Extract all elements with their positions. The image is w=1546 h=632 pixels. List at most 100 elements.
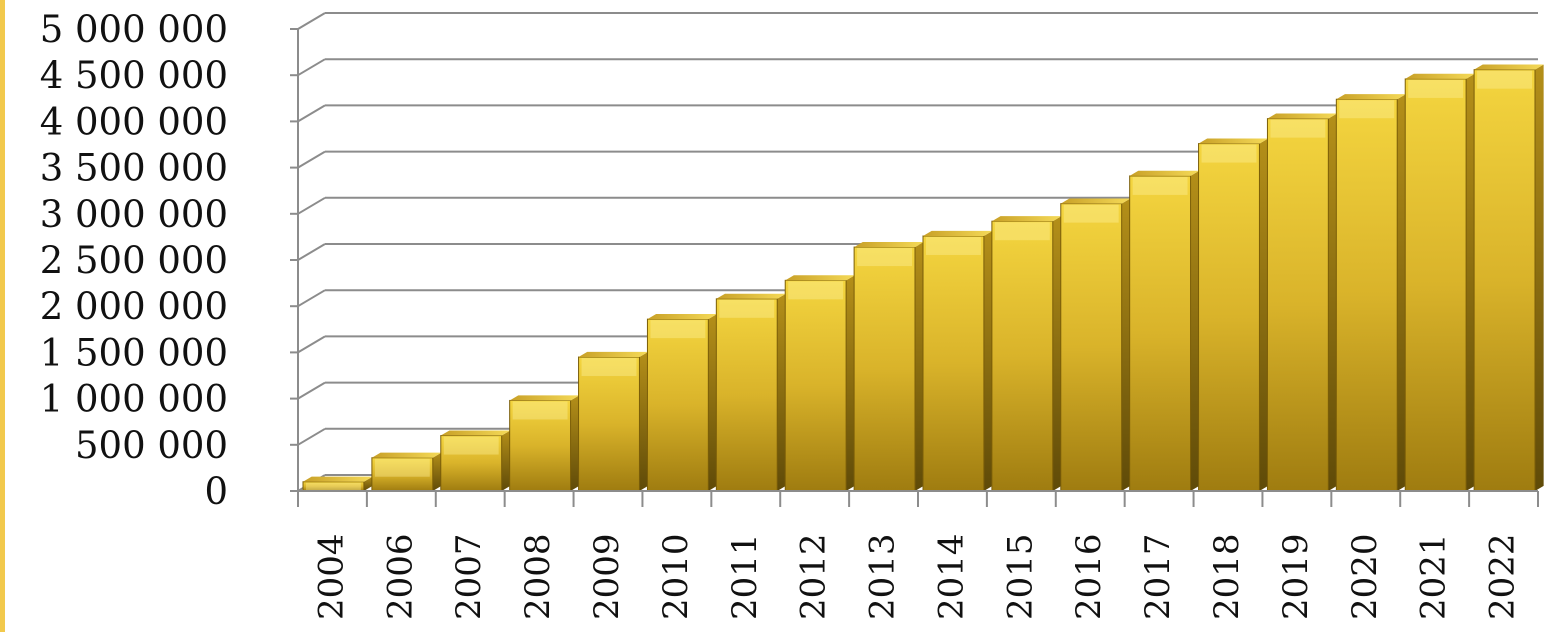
bar-2012	[784, 275, 855, 492]
x-tick-label: 2022	[1483, 533, 1523, 620]
bar-side	[915, 241, 924, 491]
bar-front	[1266, 118, 1329, 492]
bar-highlight	[788, 281, 844, 300]
bar-top	[716, 293, 786, 299]
bar-side	[363, 476, 373, 491]
bar-2011	[715, 293, 786, 492]
bar-front	[853, 246, 916, 492]
bar-2008	[509, 395, 580, 492]
y-tick-label: 3 000 000	[40, 193, 228, 236]
y-tick-label: 1 500 000	[40, 331, 228, 374]
bar-top	[1267, 113, 1337, 119]
bar-2010	[646, 314, 717, 492]
bar-side	[1121, 198, 1131, 492]
bar-highlight	[306, 482, 361, 490]
bar-side	[432, 452, 442, 491]
bar-highlight	[857, 248, 912, 267]
bar-front	[991, 220, 1054, 492]
x-tick-label: 2015	[1000, 533, 1040, 620]
bar-front	[1129, 175, 1192, 492]
bar-front	[922, 235, 985, 492]
x-tick-label: 2013	[863, 533, 903, 620]
bar-top	[1474, 64, 1544, 70]
bar-side	[1328, 113, 1337, 492]
bar-highlight	[512, 401, 568, 420]
x-tick-labels: 2004 2006 2007 2008 2009 2010 2011 2012 2013 2014…	[311, 533, 1522, 620]
bar-side	[1535, 64, 1544, 491]
bar-top	[578, 351, 649, 358]
bar-2015	[991, 216, 1062, 492]
bar-front	[1404, 78, 1467, 492]
bar-highlight	[581, 358, 637, 377]
bar-front	[715, 298, 778, 492]
bars-layer	[302, 64, 1544, 492]
bar-side	[983, 230, 993, 491]
bar-2018	[1198, 138, 1269, 492]
y-tick-label: 1 000 000	[40, 378, 228, 421]
grid-line-diagonal	[297, 12, 326, 30]
bar-side	[639, 351, 649, 491]
y-tick-label: 3 500 000	[40, 147, 228, 190]
x-tick-label: 2006	[380, 533, 420, 620]
grid-line-diagonal	[297, 381, 326, 400]
bar-highlight	[1408, 79, 1464, 98]
y-tick-label: 2 500 000	[40, 239, 228, 282]
x-tick-label: 2009	[587, 533, 627, 620]
bar-top	[785, 275, 855, 281]
x-tick-label: 2017	[1138, 533, 1178, 620]
bar-side	[1052, 216, 1062, 491]
bar-top	[440, 430, 511, 436]
bar-side	[846, 275, 855, 491]
bar-front	[646, 318, 709, 492]
y-tick-label: 4 000 000	[40, 100, 228, 143]
x-tick-label: 2014	[931, 533, 971, 620]
x-tick-label: 2008	[518, 533, 558, 620]
bar-front	[578, 356, 640, 492]
y-tick-label: 5 000 000	[40, 8, 228, 51]
bar-top	[1060, 198, 1131, 204]
y-tick-label: 4 500 000	[40, 54, 228, 97]
x-tick-label: 2016	[1069, 533, 1109, 620]
x-tick-label: 2012	[794, 533, 834, 620]
grid-line-diagonal	[297, 289, 326, 308]
bar-top	[1336, 94, 1406, 100]
bar-top	[854, 241, 924, 248]
bar-front	[1335, 98, 1398, 492]
bar-top	[371, 452, 442, 458]
x-tick-label: 2018	[1207, 533, 1247, 620]
bar-highlight	[1132, 176, 1188, 195]
x-tick-label: 2020	[1345, 533, 1385, 620]
bar-top	[1198, 138, 1269, 144]
bar-highlight	[443, 436, 499, 455]
bar-front	[1473, 69, 1536, 492]
bar-top	[1405, 73, 1475, 79]
bar-front	[1198, 143, 1260, 492]
bar-2019	[1266, 113, 1337, 492]
x-tick-label: 2019	[1276, 533, 1316, 620]
bar-highlight	[1270, 119, 1326, 138]
bar-top	[509, 395, 580, 401]
bar-side	[501, 430, 511, 491]
axis-layer	[290, 28, 1539, 507]
bar-2020	[1335, 94, 1406, 492]
bar-side	[1259, 138, 1269, 491]
y-tick-label: 2 000 000	[40, 285, 228, 328]
grid-line-diagonal	[297, 243, 326, 261]
bar-side	[1397, 94, 1406, 491]
bar-top	[647, 314, 717, 320]
bar-2006	[371, 452, 442, 492]
x-tick-label: 2011	[725, 533, 765, 620]
bar-highlight	[650, 320, 706, 339]
grid-line-diagonal	[297, 335, 326, 354]
bar-highlight	[719, 299, 775, 318]
left-accent-bar	[0, 0, 5, 632]
bar-highlight	[374, 458, 430, 477]
bar-side	[777, 293, 786, 491]
grid-line-diagonal	[297, 196, 326, 215]
bar-top	[1129, 170, 1200, 176]
y-tick-label: 0	[204, 470, 228, 513]
x-tick-label: 2004	[311, 533, 351, 620]
grid-line-diagonal	[297, 58, 326, 77]
